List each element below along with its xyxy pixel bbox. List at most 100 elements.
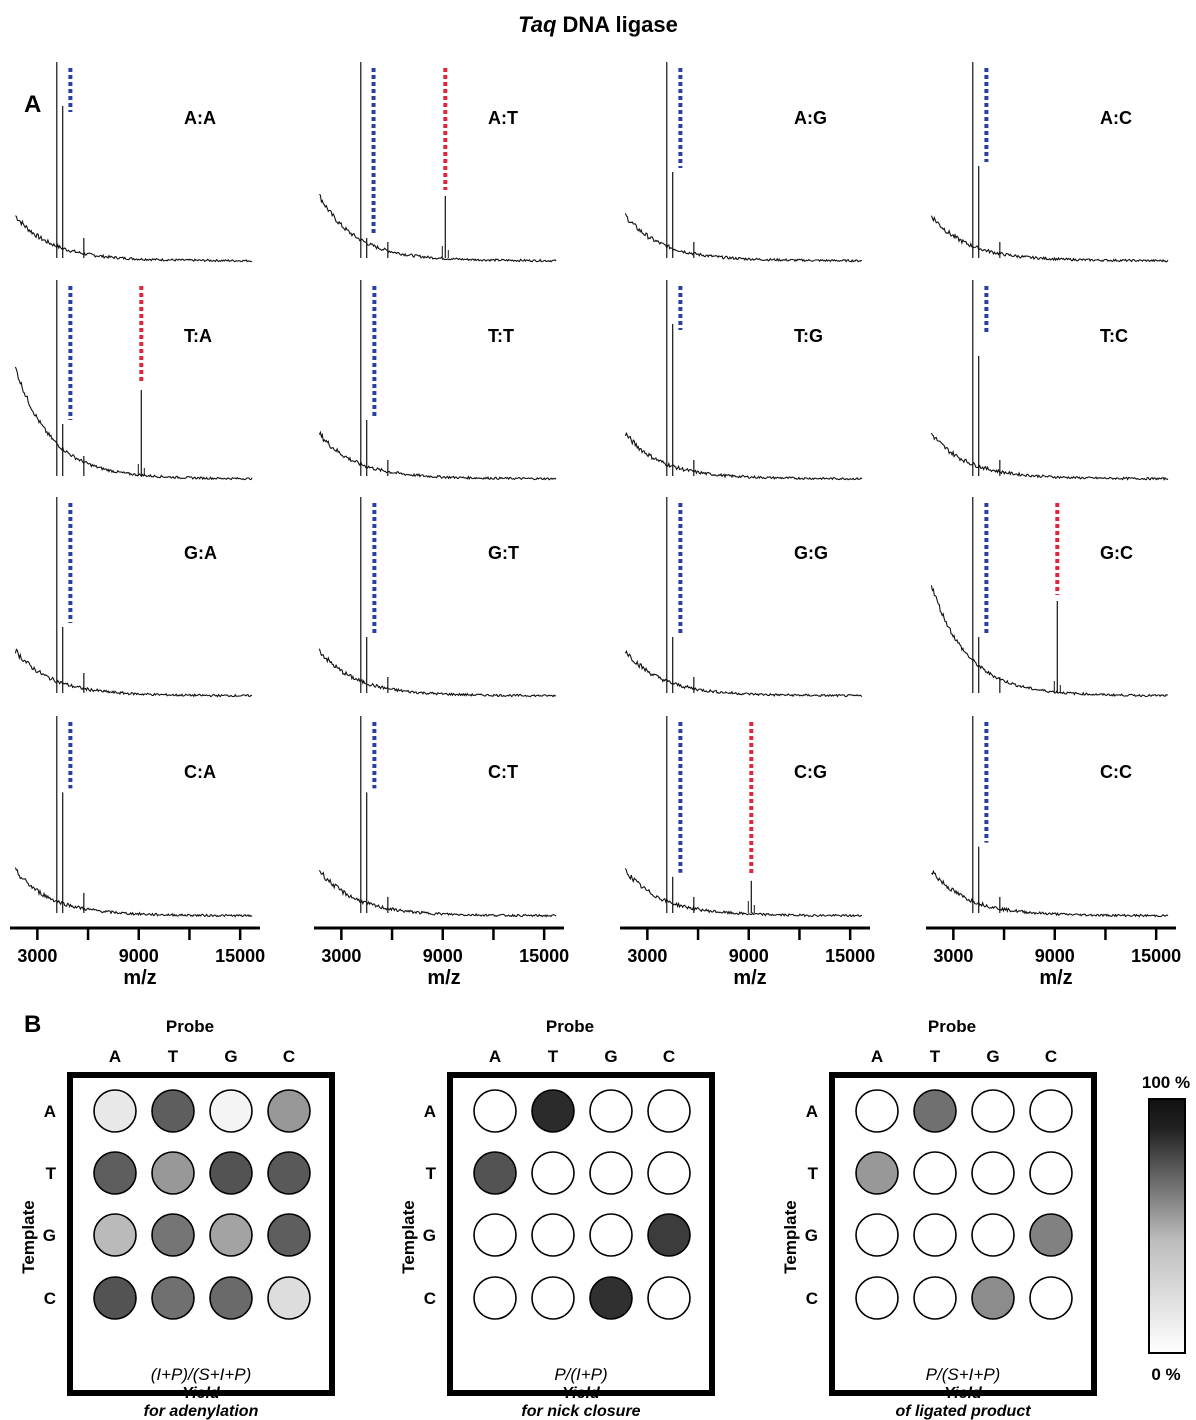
heatmap-cell [971,1276,1015,1320]
heatmap-cell [93,1213,137,1257]
heatmap-caption-line1: Yield [182,1385,221,1402]
heatmap-cell [855,1089,899,1133]
color-scale: 100 % 0 % [1142,1073,1190,1384]
heatmap-cell [531,1089,575,1133]
heatmap-cell [1029,1151,1073,1195]
heatmap-cell [473,1213,517,1257]
spectrum-label: G:T [488,543,519,563]
spectrum-a-g: A:G [624,62,863,263]
x-axis: 3000 9000 15000 m/z [926,926,1181,989]
x-axis: 3000 9000 15000 m/z [620,926,875,989]
heatmap-caption-line2: for adenylation [144,1403,259,1420]
color-scale-bar [1148,1098,1186,1354]
heatmap-cell [473,1089,517,1133]
spectrum-baseline [15,215,253,263]
panel-b-letter: B [24,1011,41,1038]
probe-label: Probe [166,1017,214,1036]
heatmap-cell [209,1213,253,1257]
spectrum-label: G:A [184,543,217,563]
spectrum-g-g: G:G [624,497,863,698]
spectrum-label: T:C [1100,326,1128,346]
heatmap-cell [855,1213,899,1257]
probe-base-label: G [604,1047,617,1066]
heatmap-cell [913,1089,957,1133]
spectrum-label: C:T [488,762,518,782]
heatmap-frame [829,1072,1097,1396]
spectrum-baseline [930,585,1169,698]
heatmap-cell [647,1089,691,1133]
heatmap-cell [589,1151,633,1195]
spectrum-label: T:T [488,326,514,346]
spectrum-baseline [624,868,863,918]
spectrum-baseline [14,867,253,918]
probe-base-label: C [283,1047,295,1066]
heatmap-cell [93,1089,137,1133]
heatmap-cell [1029,1213,1073,1257]
heatmap-formula: P/(S+I+P) [926,1365,1001,1384]
heatmap-cell [913,1151,957,1195]
x-tick-label: 3000 [321,946,361,966]
heatmap-cell [971,1151,1015,1195]
x-tick-label: 9000 [1035,946,1075,966]
heatmap-cell [267,1276,311,1320]
template-base-label: C [44,1289,56,1308]
heatmap-cell [647,1276,691,1320]
spectrum-g-c: G:C [930,497,1169,698]
spectrum-baseline [931,869,1169,918]
heatmap-frame [447,1072,715,1396]
spectrum-label: C:C [1100,762,1132,782]
x-axis: 3000 9000 15000 m/z [10,926,265,989]
x-tick-label: 3000 [17,946,57,966]
heatmap-grid: Probe A T G C Template A T G C (I+P)/(S+I+P)Yieldf… [19,1017,335,1420]
x-axis-label: m/z [123,967,156,989]
x-axis: 3000 9000 15000 m/z [314,926,569,989]
heatmap-cell [151,1151,195,1195]
spectrum-g-a: G:A [14,497,253,698]
spectrum-baseline [318,870,557,918]
template-label: Template [781,1200,800,1273]
spectrum-c-c: C:C [931,716,1169,918]
spectrum-label: T:A [184,326,212,346]
heatmap-cell [151,1213,195,1257]
probe-base-label: T [168,1047,179,1066]
spectrum-t-a: T:A [14,280,253,481]
heatmap-cell [971,1213,1015,1257]
heatmap-caption-line1: Yield [944,1385,983,1402]
heatmap-cell [913,1213,957,1257]
probe-base-label: A [489,1047,501,1066]
spectrum-g-t: G:T [318,497,557,698]
x-tick-label: 15000 [519,946,569,966]
spectrum-label: C:G [794,762,827,782]
heatmap-cell [531,1276,575,1320]
template-label: Template [399,1200,418,1273]
template-base-label: C [424,1289,436,1308]
template-base-label: C [806,1289,818,1308]
heatmap-cell [531,1151,575,1195]
spectrum-t-g: T:G [624,280,863,481]
heatmap-cell [647,1213,691,1257]
spectrum-label: T:G [794,326,823,346]
x-tick-label: 9000 [119,946,159,966]
probe-base-label: C [1045,1047,1057,1066]
spectrum-label: A:C [1100,108,1132,128]
spectrum-baseline [930,432,1169,481]
spectrum-c-g: C:G [624,716,863,918]
heatmap-cell [93,1151,137,1195]
x-tick-label: 15000 [825,946,875,966]
heatmap-cell [971,1089,1015,1133]
spectrum-t-t: T:T [318,280,557,481]
spectrum-baseline [14,366,253,481]
spectrum-baseline [930,215,1169,263]
heatmap-cell [1029,1276,1073,1320]
x-tick-label: 3000 [933,946,973,966]
spectrum-c-t: C:T [318,716,557,918]
heatmap-cell [209,1276,253,1320]
heatmap-cell [267,1213,311,1257]
x-axis-label: m/z [733,967,766,989]
probe-base-label: A [109,1047,121,1066]
spectrum-baseline [624,213,863,263]
spectrum-a-a: A:A [15,62,253,263]
